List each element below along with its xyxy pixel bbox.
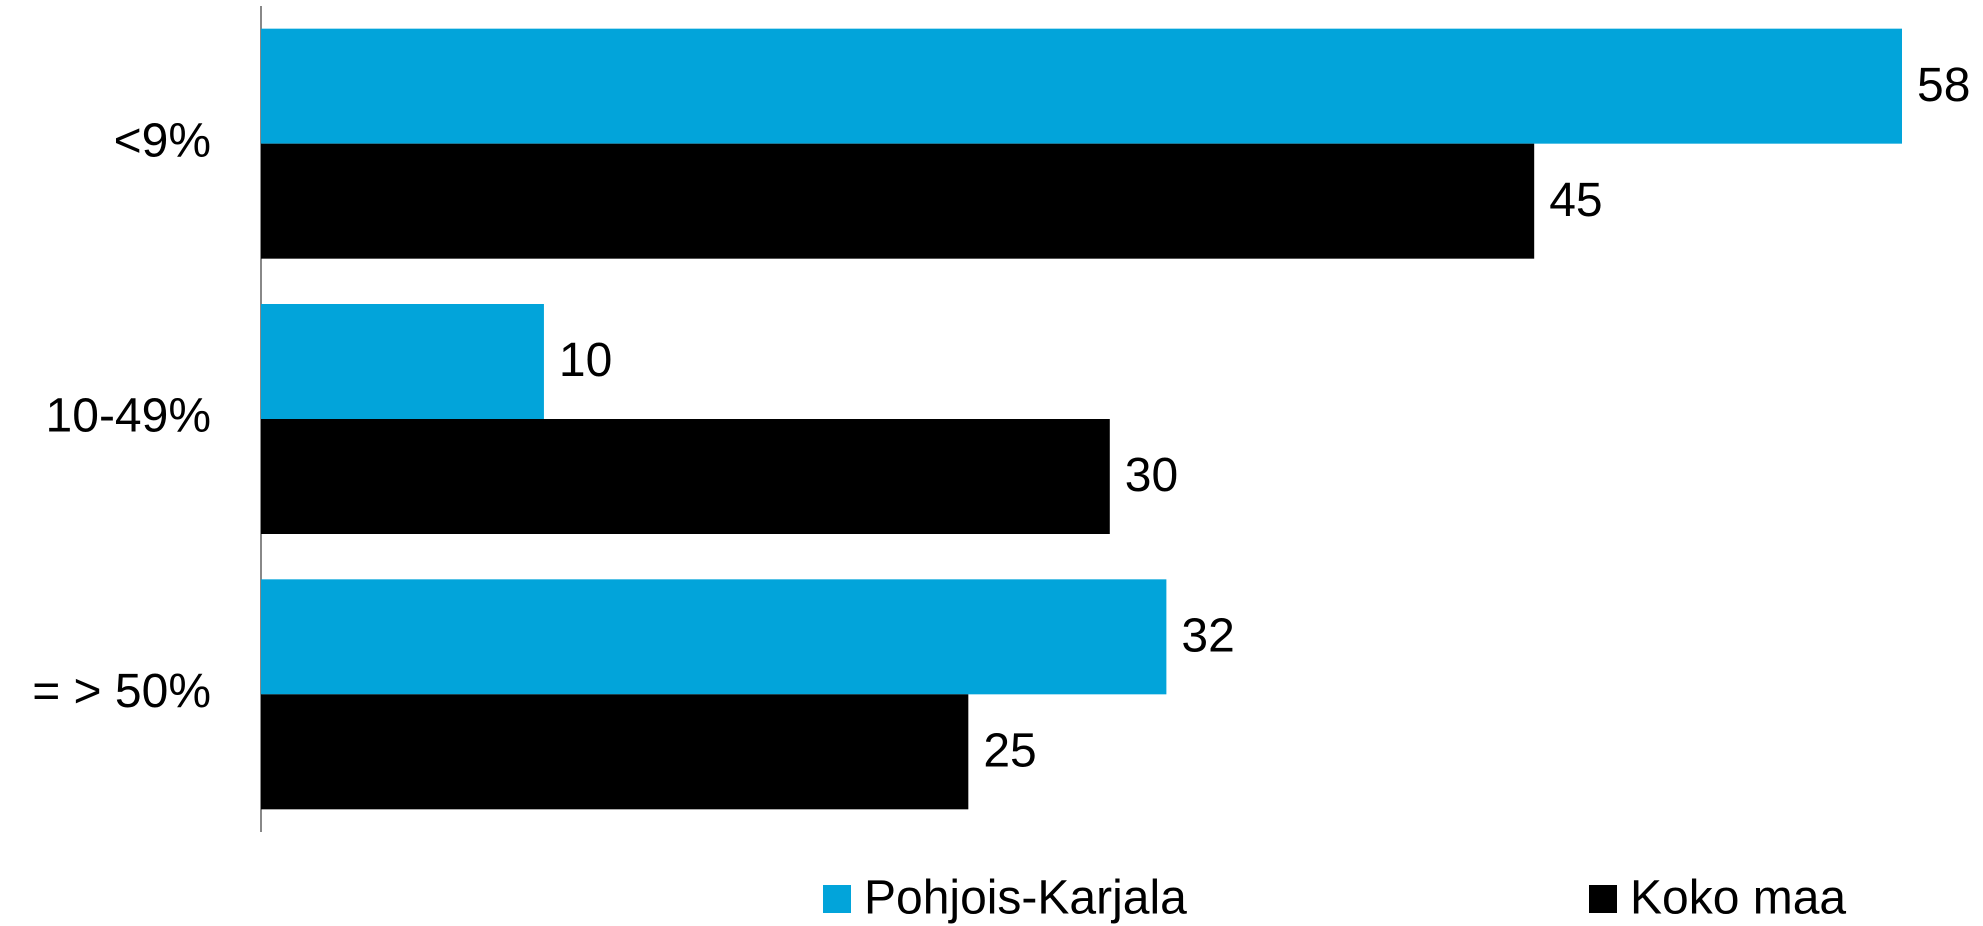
bar: [261, 143, 1535, 259]
legend-swatch: [1589, 885, 1617, 913]
value-label: 32: [1181, 610, 1234, 663]
value-label: 45: [1549, 174, 1602, 227]
value-label: 25: [983, 725, 1036, 778]
y-tick-label: = > 50%: [32, 665, 211, 718]
value-label: 30: [1125, 449, 1178, 502]
bar: [261, 304, 544, 419]
bar: [261, 28, 1902, 144]
y-tick-label: <9%: [114, 114, 211, 167]
y-tick-label: 10-49%: [46, 390, 211, 443]
bar: [261, 694, 969, 810]
bar: [261, 579, 1167, 695]
value-label: 10: [559, 334, 612, 387]
legend-label: Pohjois-Karjala: [864, 872, 1187, 925]
bar: [261, 419, 1110, 534]
legend-swatch: [823, 885, 851, 913]
legend-label: Koko maa: [1630, 872, 1846, 925]
value-label: 58: [1917, 59, 1970, 112]
